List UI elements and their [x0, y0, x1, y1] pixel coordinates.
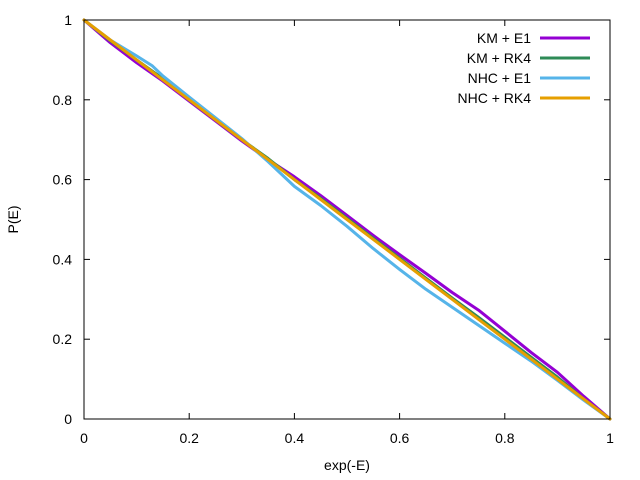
x-axis-label: exp(-E)	[324, 457, 370, 473]
y-tick-label: 0.2	[53, 331, 73, 347]
plot-frame	[83, 19, 611, 420]
x-tick-label: 0	[80, 430, 88, 446]
legend-label: NHC + E1	[468, 70, 532, 86]
legend-label: NHC + RK4	[457, 90, 531, 106]
legend-label: KM + RK4	[467, 50, 531, 66]
series-layer	[82, 18, 612, 421]
y-tick-label: 0	[64, 411, 72, 427]
y-tick-label: 1	[64, 12, 72, 28]
y-tick-label: 0.8	[53, 92, 73, 108]
x-tick-label: 1	[606, 430, 614, 446]
series-line-4	[82, 18, 612, 421]
series-line-3	[82, 18, 612, 421]
y-tick-label: 0.6	[53, 172, 73, 188]
legend-label: KM + E1	[477, 30, 531, 46]
y-tick-label: 0.4	[53, 251, 73, 267]
x-tick-label: 0.8	[495, 430, 515, 446]
ticks-layer: 0 0.2 0.4 0.6 0.8 1 0 0.2 0.4 0.6 0.8 1	[53, 12, 615, 446]
y-axis-label: P(E)	[5, 206, 21, 234]
legend: KM + E1 KM + RK4 NHC + E1 NHC + RK4	[457, 30, 590, 106]
x-tick-label: 0.6	[390, 430, 410, 446]
x-tick-label: 0.4	[285, 430, 305, 446]
x-tick-label: 0.2	[179, 430, 199, 446]
